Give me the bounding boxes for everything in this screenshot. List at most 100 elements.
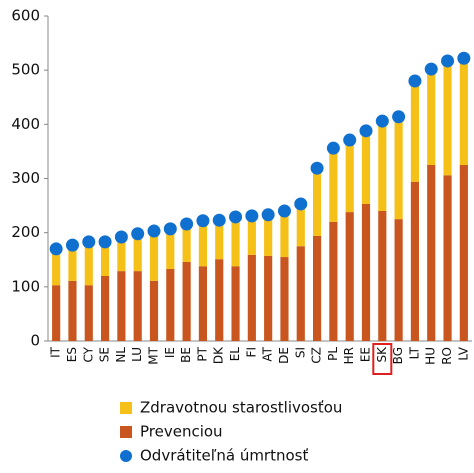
bar-segment xyxy=(361,130,371,204)
bar-segment xyxy=(427,69,436,165)
x-tick-label: LT xyxy=(407,346,421,359)
total-dot xyxy=(114,230,128,244)
bar-segment xyxy=(378,211,387,341)
bar-segment xyxy=(345,212,354,341)
bar-segment xyxy=(52,285,61,341)
y-tick-label: 0 xyxy=(30,332,40,350)
bar-segment xyxy=(166,268,175,341)
legend-label: Zdravotnou starostlivosťou xyxy=(140,399,342,417)
bar-segment xyxy=(117,271,126,341)
total-dot xyxy=(277,204,291,218)
total-dot xyxy=(229,210,243,224)
x-tick-label: AT xyxy=(261,346,275,361)
bar-segment xyxy=(68,245,77,281)
total-dot xyxy=(98,235,112,249)
total-dot xyxy=(65,238,79,252)
x-tick-label: CZ xyxy=(310,347,324,364)
x-tick-label: HU xyxy=(424,347,438,365)
bar-segment xyxy=(329,148,338,222)
bar-segment xyxy=(394,219,403,341)
legend-swatch xyxy=(120,426,132,438)
y-tick-label: 500 xyxy=(11,61,40,79)
legend-swatch xyxy=(120,402,132,414)
total-dot xyxy=(457,51,471,65)
total-dot xyxy=(261,208,275,222)
total-dot xyxy=(441,54,455,68)
x-tick-label: IT xyxy=(49,346,63,358)
bar-segment xyxy=(313,168,322,236)
x-tick-label: SK xyxy=(375,346,389,363)
bar-segment xyxy=(149,231,159,281)
bar-segment xyxy=(264,255,273,341)
bar-segment xyxy=(394,116,403,220)
x-tick-label: BG xyxy=(391,347,405,364)
bar-segment xyxy=(182,224,191,262)
bar-segment xyxy=(231,266,240,341)
total-dot xyxy=(310,161,324,175)
bar-segment xyxy=(84,285,93,341)
total-dot xyxy=(163,222,177,236)
bar-segment xyxy=(68,280,77,341)
total-dot xyxy=(343,133,357,147)
bar-segment xyxy=(166,228,175,269)
x-tick-label: CY xyxy=(81,346,95,362)
total-dot xyxy=(245,209,259,223)
bar-segment xyxy=(231,216,240,267)
x-tick-label: DK xyxy=(212,346,226,364)
x-tick-label: BE xyxy=(179,347,193,363)
bar-segment xyxy=(443,175,452,341)
x-tick-label: LV xyxy=(456,346,470,360)
bar-segment xyxy=(247,254,256,341)
bar-segment xyxy=(52,248,61,286)
x-tick-label: EL xyxy=(228,347,242,362)
bar-segment xyxy=(296,203,305,247)
total-dot xyxy=(49,242,63,256)
bar-segment xyxy=(264,214,273,256)
y-tick-label: 100 xyxy=(11,277,40,295)
legend-label: Prevenciou xyxy=(140,423,223,441)
bar-segment xyxy=(149,280,159,341)
total-dot xyxy=(131,227,145,241)
total-dot xyxy=(326,141,340,155)
x-tick-label: PL xyxy=(326,347,340,361)
y-tick-label: 400 xyxy=(11,115,40,133)
bar-segment xyxy=(410,81,419,182)
bar-segment xyxy=(345,140,354,213)
bar-segment xyxy=(215,220,224,260)
x-tick-label: NL xyxy=(114,347,128,363)
y-tick-label: 200 xyxy=(11,223,40,241)
legend-swatch xyxy=(120,450,132,462)
bar-segment xyxy=(410,181,419,341)
bar-segment xyxy=(84,241,93,286)
bar-segment xyxy=(133,271,142,341)
x-tick-label: HR xyxy=(342,347,356,364)
x-tick-label: SE xyxy=(98,347,112,362)
y-tick-label: 600 xyxy=(11,7,40,25)
bar-segment xyxy=(378,121,387,211)
total-dot xyxy=(408,74,422,88)
bar-segment xyxy=(459,58,468,165)
bar-segment xyxy=(280,257,289,341)
legend-label: Odvrátiteľná úmrtnosť xyxy=(140,447,308,465)
total-dot xyxy=(392,110,406,124)
x-tick-label: FI xyxy=(244,347,258,357)
bar-segment xyxy=(296,246,305,341)
x-tick-label: DE xyxy=(277,347,291,364)
bar-segment xyxy=(247,215,256,255)
bar-segment xyxy=(117,237,126,272)
total-dot xyxy=(147,224,161,238)
bar-segment xyxy=(215,259,224,341)
x-tick-label: RO xyxy=(440,347,454,365)
bar-segment xyxy=(427,164,436,341)
total-dot xyxy=(82,235,96,249)
x-tick-label: ES xyxy=(65,347,79,362)
bar-segment xyxy=(101,276,110,341)
x-tick-label: LU xyxy=(130,347,144,362)
bar-segment xyxy=(361,203,371,341)
total-dot xyxy=(424,62,438,76)
y-tick-label: 300 xyxy=(11,169,40,187)
total-dot xyxy=(212,213,226,227)
total-dot xyxy=(375,114,389,128)
x-tick-label: SI xyxy=(293,347,307,358)
